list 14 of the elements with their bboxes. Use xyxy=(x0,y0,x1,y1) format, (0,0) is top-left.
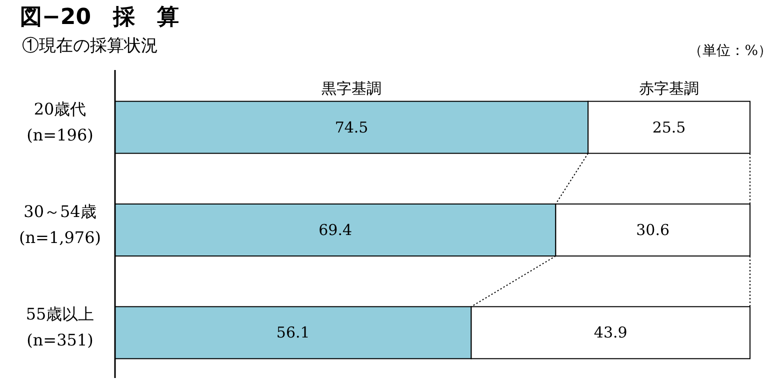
chart-title: 図−20 採 算 xyxy=(20,5,180,30)
data-label: 30.6 xyxy=(636,221,670,239)
chart-subtitle: ①現在の採算状況 xyxy=(22,36,158,56)
data-label: 69.4 xyxy=(318,221,352,239)
data-label: 43.9 xyxy=(594,324,628,342)
data-label: 56.1 xyxy=(276,324,310,342)
y-tick-label: 30～54歳 (n=1,976) xyxy=(19,202,101,247)
y-tick-label: 20歳代 (n=196) xyxy=(26,99,94,144)
series-label: 黒字基調 xyxy=(322,79,382,98)
series-label: 赤字基調 xyxy=(639,79,700,98)
y-tick-label: 55歳以上 (n=351) xyxy=(26,304,94,350)
text: （単位：%） xyxy=(688,43,772,59)
data-label: 25.5 xyxy=(652,118,686,136)
data-label: 74.5 xyxy=(334,118,368,136)
